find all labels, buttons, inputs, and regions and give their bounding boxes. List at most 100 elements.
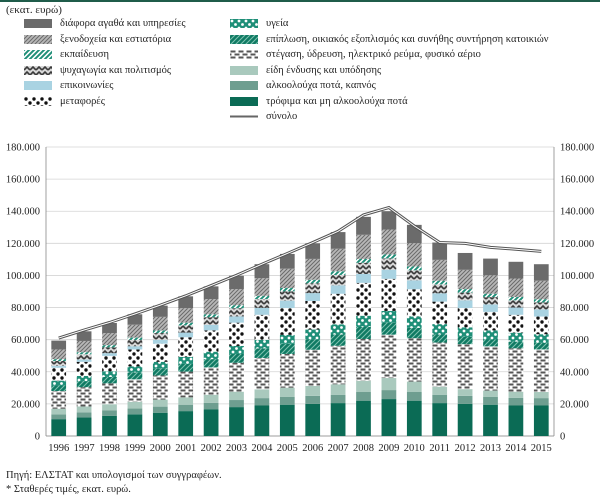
bar-segment — [254, 398, 270, 406]
bar-segment — [102, 333, 117, 346]
bar-segment — [76, 361, 92, 376]
y-tick-label-left: 100.000 — [6, 271, 40, 282]
y-tick-label-right: 100.000 — [560, 271, 594, 282]
bar-segment — [330, 394, 346, 404]
bar-segment — [356, 380, 371, 393]
bar-segment — [203, 402, 219, 410]
bar-segment — [254, 348, 270, 358]
x-tick-label: 1998 — [99, 443, 120, 454]
bar-segment — [533, 334, 549, 343]
bar-segment — [102, 353, 117, 356]
bar-segment — [432, 403, 448, 436]
bar-segment — [381, 378, 397, 391]
bar-segment — [229, 308, 244, 317]
x-tick-label: 2015 — [531, 443, 552, 454]
bar-segment — [254, 405, 270, 436]
bar-segment — [356, 273, 371, 283]
bar-segment — [381, 322, 397, 335]
bar-segment — [533, 392, 549, 399]
bar-segment — [356, 315, 371, 327]
bar-segment — [279, 300, 295, 309]
bar-segment — [127, 349, 143, 367]
bar-segment — [152, 343, 168, 362]
bar-segment — [356, 262, 371, 274]
bar-segment — [178, 337, 194, 358]
bar-segment — [279, 268, 295, 288]
bar-segment — [76, 375, 92, 382]
bar-segment — [457, 289, 473, 293]
bar-segment — [406, 266, 422, 271]
bar-segment — [508, 307, 524, 315]
bar-segment — [152, 375, 168, 400]
bar-segment — [102, 376, 117, 384]
bar-segment — [203, 409, 219, 436]
bar-segment — [51, 361, 67, 366]
legend-label: ψυχαγωγία και πολιτισμός — [60, 64, 172, 76]
top-rule — [0, 0, 600, 2]
bar-segment — [406, 381, 422, 393]
bar-segment — [127, 337, 143, 340]
legend-label: τρόφιμα και μη αλκοολούχα ποτά — [266, 95, 408, 107]
bar-segment — [127, 379, 143, 402]
bar-segment — [457, 336, 473, 345]
bar-segment — [127, 408, 143, 415]
bar-segment — [356, 339, 371, 381]
legend-label: είδη ένδυσης και υπόδησης — [266, 64, 382, 76]
bar-segment — [381, 310, 397, 323]
bar-segment — [533, 316, 549, 335]
bar-segment — [152, 330, 168, 334]
bar-segment — [178, 308, 194, 323]
bar-segment — [178, 296, 194, 309]
y-tick-label-left: 120.000 — [6, 239, 40, 250]
bar-segment — [229, 400, 244, 408]
bar-segment — [457, 327, 473, 337]
bar-segment — [330, 293, 346, 325]
bar-segment — [432, 324, 448, 335]
bar-segment — [254, 357, 270, 390]
x-tick-label: 2013 — [480, 443, 501, 454]
bar-segment — [406, 400, 422, 436]
bar-segment — [305, 279, 321, 284]
total-line-highlight — [58, 206, 542, 339]
bar-segment — [381, 278, 397, 311]
legend-label: μεταφορές — [60, 95, 105, 107]
y-tick-label-right: 60.000 — [560, 335, 589, 346]
bar-segment — [457, 403, 473, 436]
bar-segment — [51, 385, 67, 392]
y-tick-label-left: 180.000 — [6, 143, 40, 154]
bar-segment — [152, 361, 168, 369]
bar-segment — [305, 300, 321, 330]
bar-segment — [51, 340, 67, 350]
bar-segment — [102, 383, 117, 405]
bar-segment — [406, 338, 422, 382]
bar-segment — [381, 399, 397, 436]
bar-segment — [483, 297, 498, 305]
bar-segment — [330, 324, 346, 335]
bar-segment — [330, 274, 346, 286]
bar-segment — [381, 211, 397, 230]
bar-segment — [254, 307, 270, 315]
bar-segment — [381, 390, 397, 400]
bar-segment — [254, 295, 270, 300]
bar-segment — [356, 234, 371, 259]
bar-segment — [203, 394, 219, 403]
legend-swatch — [230, 34, 258, 44]
bar-segment — [508, 341, 524, 349]
legend-swatch — [24, 65, 52, 75]
bar-segment — [406, 316, 422, 328]
bar-segment — [178, 397, 194, 405]
bar-segment — [76, 354, 92, 360]
bar-segment — [533, 264, 549, 281]
bar-segment — [229, 275, 244, 290]
bar-segment — [533, 309, 549, 317]
bar-segment — [406, 392, 422, 401]
legend-swatch — [230, 81, 258, 90]
bar-segment — [229, 407, 244, 436]
x-tick-label: 2011 — [429, 443, 450, 454]
legend-label: επικοινωνίες — [60, 80, 114, 91]
y-tick-label-right: 180.000 — [560, 143, 594, 154]
bar-segment — [76, 387, 92, 407]
bar-segment — [330, 232, 346, 249]
bar-segment — [279, 404, 295, 436]
bar-segment — [483, 275, 498, 294]
